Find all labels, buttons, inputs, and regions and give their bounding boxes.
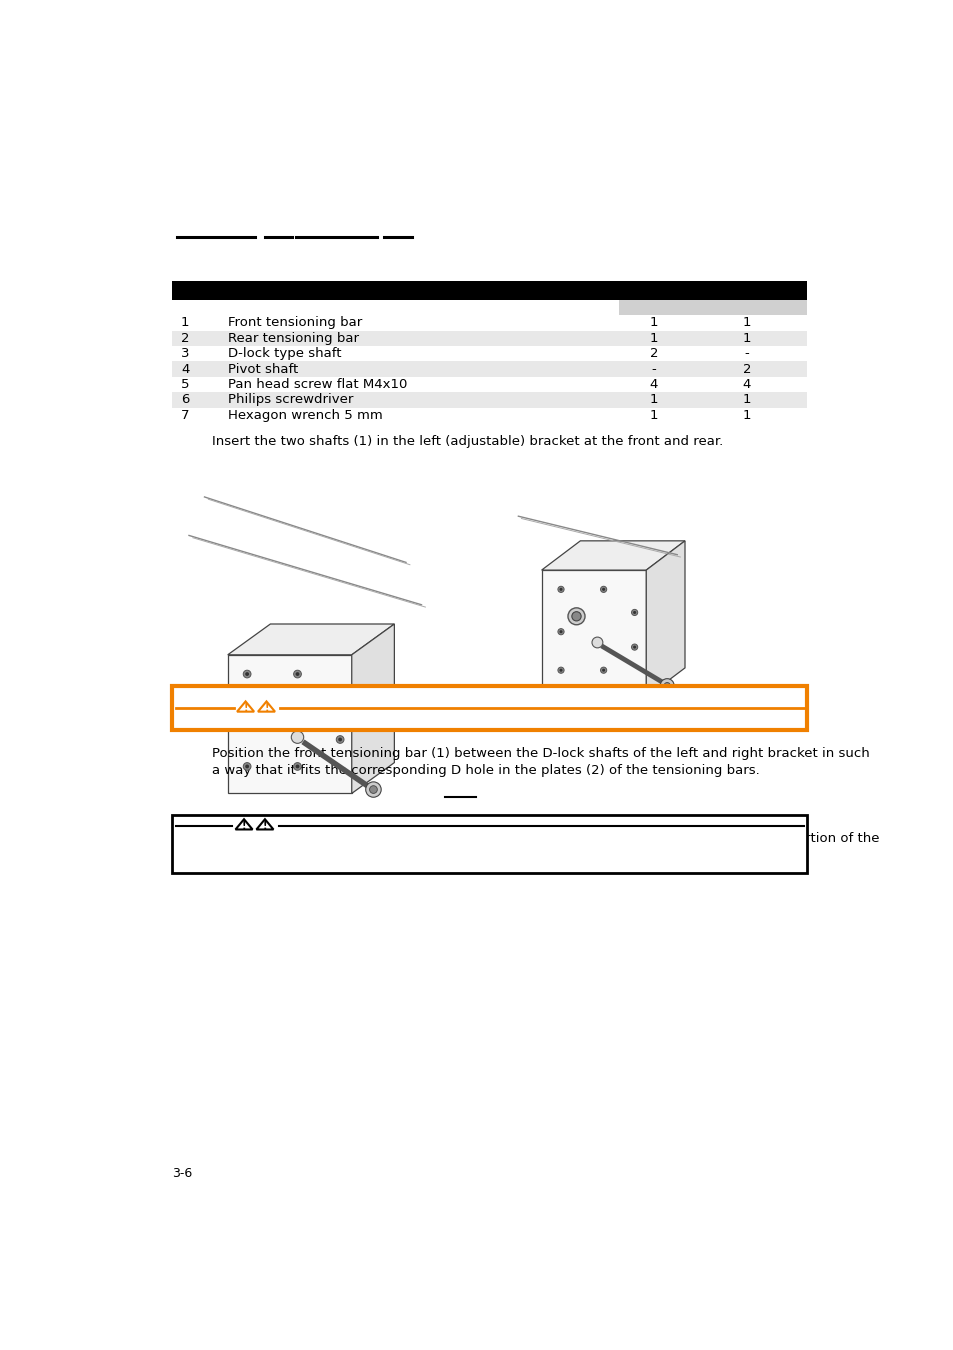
Circle shape: [243, 670, 251, 678]
Text: 5: 5: [181, 378, 190, 392]
Circle shape: [599, 586, 606, 593]
Text: 2: 2: [649, 347, 658, 360]
Bar: [172, 362, 806, 377]
Bar: [172, 815, 806, 872]
Text: 4: 4: [649, 378, 658, 392]
Circle shape: [558, 667, 563, 674]
Circle shape: [243, 721, 251, 728]
Bar: [172, 281, 806, 300]
Circle shape: [659, 679, 674, 693]
Circle shape: [365, 782, 381, 798]
Circle shape: [291, 732, 303, 744]
Circle shape: [335, 701, 344, 709]
Bar: [172, 377, 806, 393]
Circle shape: [337, 703, 342, 707]
Text: Pivot shaft: Pivot shaft: [228, 363, 297, 375]
Circle shape: [663, 683, 670, 688]
Text: !: !: [264, 703, 269, 713]
Polygon shape: [645, 541, 684, 697]
Circle shape: [294, 763, 301, 771]
Circle shape: [631, 609, 637, 616]
Circle shape: [335, 736, 344, 744]
Circle shape: [631, 644, 637, 651]
Text: 1: 1: [649, 393, 658, 406]
Text: 2: 2: [181, 332, 190, 344]
Text: D-lock type shaft: D-lock type shaft: [228, 347, 341, 360]
Circle shape: [633, 612, 636, 614]
Circle shape: [245, 764, 249, 768]
Text: 1: 1: [181, 316, 190, 329]
Circle shape: [294, 670, 301, 678]
Bar: [172, 331, 806, 346]
Circle shape: [558, 630, 562, 633]
Circle shape: [245, 672, 249, 676]
Text: 6: 6: [181, 393, 189, 406]
Circle shape: [295, 764, 299, 768]
Text: 1: 1: [742, 332, 750, 344]
Circle shape: [558, 629, 563, 634]
Text: 4: 4: [181, 363, 189, 375]
Bar: [172, 393, 806, 408]
Text: !: !: [243, 703, 248, 713]
Polygon shape: [228, 624, 394, 655]
Circle shape: [567, 608, 584, 625]
Text: !: !: [241, 821, 246, 830]
Bar: [172, 408, 806, 423]
Text: 1: 1: [649, 409, 658, 421]
Text: Position the front tensioning bar (1) between the D-lock shafts of the left and : Position the front tensioning bar (1) be…: [212, 747, 869, 778]
Text: 1: 1: [742, 409, 750, 421]
Text: 7: 7: [181, 409, 190, 421]
Text: 1: 1: [742, 393, 750, 406]
Circle shape: [261, 703, 272, 714]
Text: !: !: [262, 821, 267, 830]
Circle shape: [633, 645, 636, 648]
Text: 3-6: 3-6: [172, 1166, 192, 1180]
Text: Front tensioning bar: Front tensioning bar: [228, 316, 361, 329]
Circle shape: [243, 763, 251, 771]
Circle shape: [558, 668, 562, 672]
Circle shape: [558, 586, 563, 593]
Polygon shape: [352, 624, 394, 794]
Polygon shape: [541, 570, 645, 697]
Polygon shape: [541, 541, 684, 570]
Text: Philips screwdriver: Philips screwdriver: [228, 393, 353, 406]
Bar: [618, 300, 806, 316]
Text: 4: 4: [742, 378, 750, 392]
Circle shape: [257, 699, 275, 718]
Text: Hexagon wrench 5 mm: Hexagon wrench 5 mm: [228, 409, 382, 421]
Polygon shape: [228, 655, 352, 794]
Circle shape: [571, 612, 580, 621]
Text: 3: 3: [181, 347, 190, 360]
Circle shape: [599, 667, 606, 674]
Text: While installing the tensioning bar, push the adjustable shaft in the left brack: While installing the tensioning bar, pus…: [179, 832, 879, 861]
Circle shape: [601, 587, 604, 591]
Bar: [172, 346, 806, 362]
Circle shape: [369, 786, 377, 794]
Circle shape: [601, 668, 604, 672]
Circle shape: [558, 587, 562, 591]
Bar: [172, 686, 806, 730]
Text: Pan head screw flat M4x10: Pan head screw flat M4x10: [228, 378, 407, 392]
Text: 1: 1: [649, 316, 658, 329]
Text: 2: 2: [742, 363, 750, 375]
Circle shape: [337, 737, 342, 741]
Circle shape: [245, 722, 249, 726]
Bar: [172, 316, 806, 331]
Circle shape: [592, 637, 602, 648]
Text: 1: 1: [649, 332, 658, 344]
Text: Rear tensioning bar: Rear tensioning bar: [228, 332, 358, 344]
Circle shape: [295, 672, 299, 676]
Text: -: -: [744, 347, 749, 360]
Text: -: -: [651, 363, 656, 375]
Text: Insert the two shafts (1) in the left (adjustable) bracket at the front and rear: Insert the two shafts (1) in the left (a…: [212, 435, 722, 448]
Text: 1: 1: [742, 316, 750, 329]
